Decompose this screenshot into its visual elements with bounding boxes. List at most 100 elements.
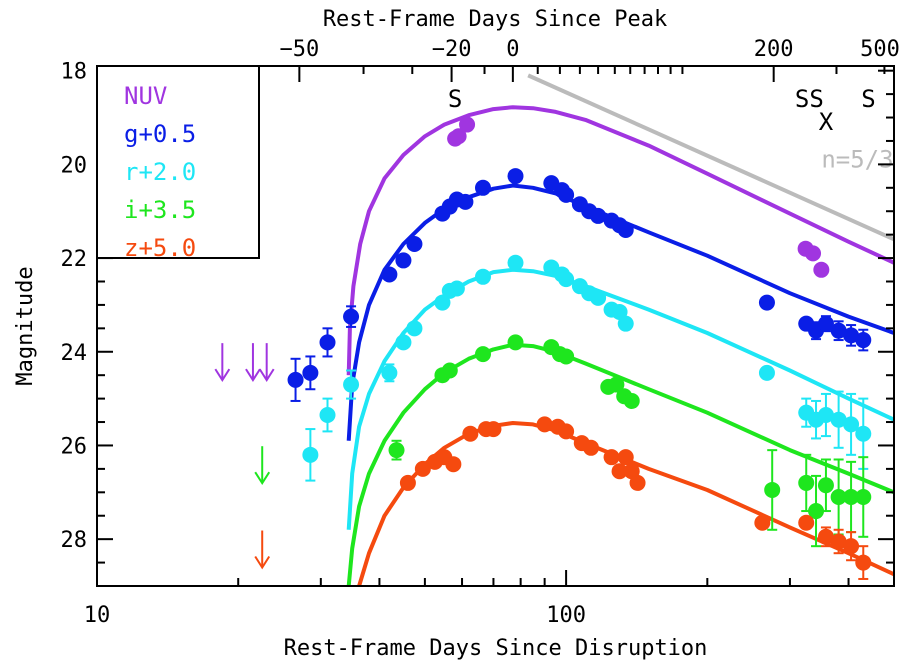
legend-box — [96, 65, 260, 259]
marker-g-0-5 — [474, 179, 491, 196]
y-tick-label: 22 — [61, 247, 88, 272]
data-point-r-2-0 — [381, 363, 398, 383]
x-tick-label-top: 500 — [860, 37, 900, 62]
x-tick-label-top: 200 — [754, 37, 794, 62]
data-point-r-2-0 — [319, 397, 336, 433]
data-point-g-0-5 — [617, 221, 634, 238]
data-point-r-2-0 — [343, 369, 360, 400]
data-point-z-5-0 — [629, 474, 646, 491]
upper-limit-nuv — [245, 343, 261, 382]
data-point-g-0-5 — [474, 179, 491, 196]
marker-z-5-0 — [485, 421, 502, 438]
data-point-g-0-5 — [457, 193, 474, 210]
y-tick-label: 20 — [61, 153, 88, 178]
marker-r-2-0 — [843, 416, 860, 433]
marker-g-0-5 — [381, 266, 398, 283]
marker-r-2-0 — [474, 268, 491, 285]
marker-r-2-0 — [381, 364, 398, 381]
marker-i-3-5 — [623, 392, 640, 409]
y-tick-label: 26 — [61, 434, 88, 459]
data-point-r-2-0 — [590, 289, 607, 306]
marker-r-2-0 — [558, 271, 575, 288]
marker-z-5-0 — [399, 474, 416, 491]
model-curves-layer — [346, 105, 895, 587]
reference-line-layer: n=5/3 — [527, 73, 895, 242]
marker-z-5-0 — [603, 449, 620, 466]
annotation-label: SS — [795, 85, 824, 113]
data-point-i-3-5 — [764, 449, 781, 531]
marker-z-5-0 — [754, 514, 771, 531]
data-point-g-0-5 — [287, 357, 304, 402]
marker-r-2-0 — [319, 407, 336, 424]
marker-i-3-5 — [764, 481, 781, 498]
data-point-nuv — [805, 245, 822, 262]
data-point-i-3-5 — [623, 392, 640, 409]
x-tick-label-bottom: 10 — [84, 603, 111, 628]
marker-z-5-0 — [830, 533, 847, 550]
x-axis-title-bottom: Rest-Frame Days Since Disruption — [284, 636, 708, 661]
marker-g-0-5 — [507, 168, 524, 185]
data-point-r-2-0 — [558, 271, 575, 288]
data-point-g-0-5 — [830, 320, 847, 342]
data-point-z-5-0 — [485, 421, 502, 438]
marker-r-2-0 — [395, 334, 412, 351]
data-point-z-5-0 — [445, 456, 462, 473]
marker-i-3-5 — [855, 488, 872, 505]
data-point-i-3-5 — [507, 334, 524, 351]
y-tick-label: 18 — [61, 60, 88, 85]
marker-r-2-0 — [855, 425, 872, 442]
data-point-r-2-0 — [611, 303, 628, 320]
data-point-g-0-5 — [558, 186, 575, 203]
y-tick-label: 28 — [61, 528, 88, 553]
y-axis-title: Magnitude — [13, 266, 38, 385]
data-point-r-2-0 — [448, 280, 465, 297]
model-curve-z-5-0 — [357, 421, 895, 587]
marker-g-0-5 — [287, 371, 304, 388]
legend-entry-i-3-5: i+3.5 — [124, 196, 196, 224]
data-point-z-5-0 — [414, 460, 431, 477]
reference-line — [527, 73, 895, 242]
marker-nuv — [813, 261, 830, 278]
data-point-g-0-5 — [855, 328, 872, 352]
data-point-r-2-0 — [830, 390, 847, 449]
marker-g-0-5 — [758, 294, 775, 311]
marker-r-2-0 — [590, 289, 607, 306]
data-point-i-3-5 — [798, 453, 815, 513]
marker-z-5-0 — [462, 425, 479, 442]
reference-line-label: n=5/3 — [821, 146, 893, 174]
marker-g-0-5 — [457, 193, 474, 210]
marker-r-2-0 — [406, 320, 423, 337]
marker-g-0-5 — [343, 308, 360, 325]
data-point-r-2-0 — [843, 392, 860, 456]
data-points-layer — [287, 116, 872, 580]
data-point-r-2-0 — [474, 268, 491, 285]
data-point-z-5-0 — [399, 474, 416, 491]
data-point-g-0-5 — [843, 324, 860, 347]
upper-limit-nuv — [214, 343, 231, 382]
data-point-z-5-0 — [611, 463, 628, 480]
marker-r-2-0 — [758, 364, 775, 381]
marker-i-3-5 — [388, 442, 405, 459]
x-tick-label-top: −20 — [432, 37, 472, 62]
x-tick-label-top: 0 — [506, 37, 519, 62]
data-point-i-3-5 — [388, 439, 405, 461]
marker-z-5-0 — [855, 554, 872, 571]
data-point-i-3-5 — [808, 474, 825, 548]
legend-layer: NUV g+0.5 r+2.0 i+3.5 z+5.0 — [96, 65, 260, 262]
marker-g-0-5 — [843, 327, 860, 344]
marker-i-3-5 — [843, 488, 860, 505]
legend-entry-g-0-5: g+0.5 — [124, 120, 196, 148]
data-point-z-5-0 — [536, 416, 553, 433]
data-point-r-2-0 — [758, 364, 775, 381]
data-point-i-3-5 — [441, 362, 458, 379]
marker-i-3-5 — [808, 503, 825, 520]
annotation-label: X — [819, 108, 834, 136]
data-point-r-2-0 — [817, 392, 834, 438]
x-tick-label-top: −50 — [279, 37, 319, 62]
data-point-nuv — [813, 261, 830, 278]
marker-r-2-0 — [448, 280, 465, 297]
marker-r-2-0 — [434, 294, 451, 311]
upper-limit-nuv-head — [214, 368, 231, 382]
marker-z-5-0 — [817, 528, 834, 545]
legend-entry-r-2-0: r+2.0 — [124, 158, 196, 186]
